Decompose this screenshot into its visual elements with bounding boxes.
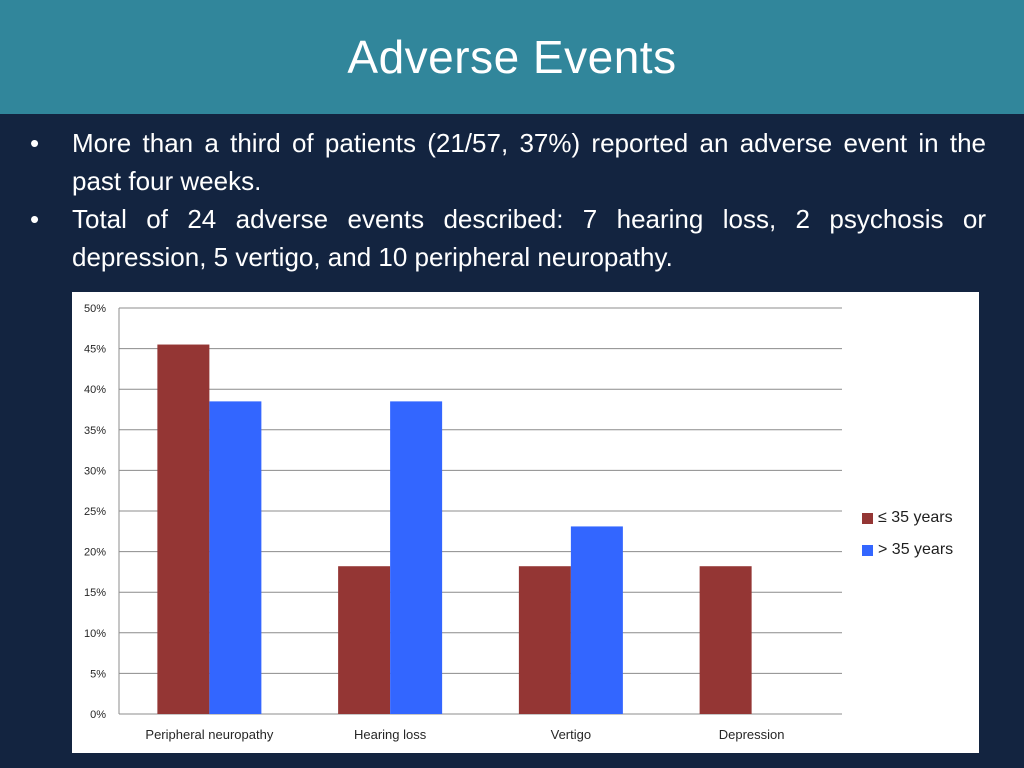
- x-tick-label: Vertigo: [551, 727, 591, 742]
- chart-legend: ≤ 35 years > 35 years: [862, 502, 953, 566]
- bullet-text: More than a third of patients (21/57, 37…: [72, 128, 986, 196]
- y-tick-label: 25%: [84, 506, 106, 518]
- legend-label: ≤ 35 years: [878, 509, 953, 526]
- bar-series-2: [209, 401, 262, 714]
- bar-series-2: [570, 526, 623, 714]
- y-tick-label: 45%: [84, 344, 106, 356]
- y-tick-label: 0%: [90, 709, 106, 721]
- bar-series-1: [338, 566, 391, 714]
- y-tick-label: 35%: [84, 425, 106, 437]
- y-tick-label: 5%: [90, 668, 106, 680]
- bullet-list: • More than a third of patients (21/57, …: [30, 124, 986, 276]
- y-tick-label: 15%: [84, 587, 106, 599]
- bullet-glyph: •: [30, 128, 40, 158]
- y-tick-label: 50%: [84, 303, 106, 315]
- x-tick-label: Peripheral neuropathy: [145, 727, 273, 742]
- y-tick-label: 30%: [84, 465, 106, 477]
- legend-label: > 35 years: [878, 541, 954, 558]
- bar-series-1: [518, 566, 571, 714]
- bar-chart: 0% 5% 10% 15% 20% 25% 30% 35% 40% 45% 50% Periphera…: [84, 303, 842, 742]
- x-tick-label: Hearing loss: [354, 727, 427, 742]
- legend-swatch: [862, 512, 873, 524]
- chart-panel: 0% 5% 10% 15% 20% 25% 30% 35% 40% 45% 50% Periphera…: [72, 292, 979, 753]
- bar-series-1: [699, 566, 752, 714]
- legend-item-series-1: ≤ 35 years: [862, 502, 953, 534]
- bar-series-1: [157, 344, 210, 714]
- legend-item-series-2: > 35 years: [862, 534, 953, 566]
- title-bar: Adverse Events: [0, 0, 1024, 114]
- bullet-item: • More than a third of patients (21/57, …: [30, 124, 986, 200]
- y-tick-label: 40%: [84, 384, 106, 396]
- y-tick-label: 10%: [84, 628, 106, 640]
- slide-title: Adverse Events: [347, 31, 677, 83]
- bullet-text: Total of 24 adverse events described: 7 …: [72, 204, 986, 272]
- bar-series-2: [390, 401, 443, 714]
- legend-swatch: [862, 544, 873, 556]
- x-tick-label: Depression: [719, 727, 785, 742]
- bullet-glyph: •: [30, 204, 40, 234]
- bullet-item: • Total of 24 adverse events described: …: [30, 200, 986, 276]
- y-tick-label: 20%: [84, 547, 106, 559]
